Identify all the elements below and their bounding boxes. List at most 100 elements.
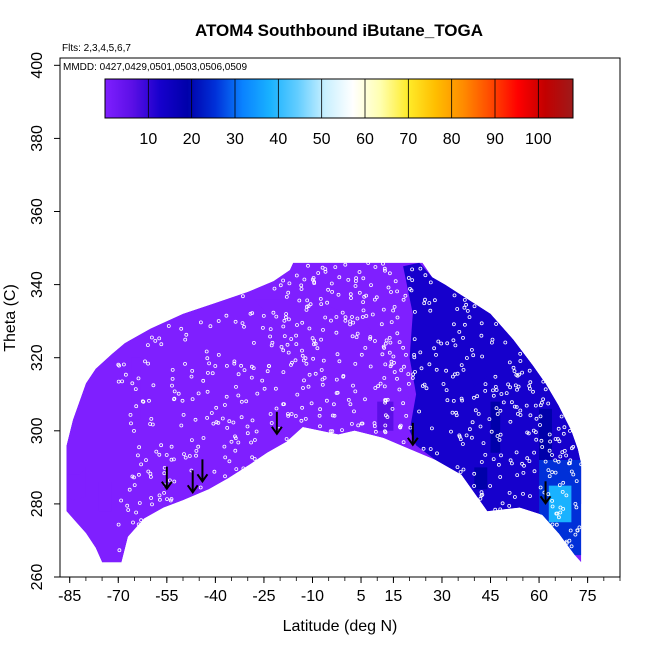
sample-marker: [117, 548, 122, 553]
sample-marker: [300, 405, 305, 410]
sample-marker: [387, 335, 392, 340]
sample-marker: [436, 339, 441, 344]
sample-marker: [236, 393, 241, 398]
sample-marker: [240, 321, 245, 326]
sample-marker: [369, 283, 373, 288]
sample-marker: [330, 413, 335, 418]
sample-marker: [568, 461, 572, 466]
sample-marker: [209, 411, 214, 415]
sample-marker: [287, 281, 292, 286]
sample-marker: [561, 506, 566, 511]
sample-marker: [157, 497, 162, 502]
sample-marker: [423, 273, 428, 278]
sample-marker: [268, 412, 273, 416]
sample-marker: [543, 459, 548, 464]
sample-marker: [533, 430, 538, 435]
sample-marker: [242, 368, 247, 373]
sample-marker: [493, 374, 498, 379]
sample-marker: [179, 423, 184, 428]
sample-marker: [507, 360, 512, 365]
sample-marker: [182, 452, 186, 457]
sample-marker: [432, 346, 437, 351]
sample-marker: [574, 479, 579, 484]
sample-marker: [318, 296, 323, 301]
sample-marker: [286, 317, 291, 322]
colorbar-tick-label: 80: [443, 131, 461, 148]
sample-marker: [233, 319, 238, 324]
sample-marker: [334, 330, 339, 335]
field-region-6: [403, 262, 582, 534]
sample-marker: [387, 350, 392, 355]
sample-marker: [343, 318, 348, 323]
sample-marker: [233, 448, 238, 453]
field-region-1: [66, 467, 86, 501]
sample-marker: [216, 352, 221, 357]
arrow-marker: [161, 466, 173, 491]
x-tick-label: 30: [433, 588, 451, 605]
sample-marker: [518, 408, 523, 413]
sample-marker: [282, 318, 287, 323]
sample-marker: [390, 406, 395, 411]
sample-marker: [208, 324, 213, 329]
sample-marker: [381, 261, 385, 266]
sample-marker: [326, 287, 331, 292]
sample-marker: [329, 318, 333, 323]
sample-marker: [261, 313, 266, 318]
sample-marker: [205, 370, 210, 375]
sample-marker: [444, 388, 449, 393]
sample-marker: [293, 358, 298, 363]
sample-marker: [227, 419, 232, 424]
sample-marker: [383, 268, 387, 273]
sample-marker: [494, 406, 499, 411]
sample-marker: [450, 410, 455, 415]
sample-marker: [328, 429, 333, 434]
sample-marker: [479, 321, 484, 326]
sample-marker: [357, 270, 362, 274]
sample-marker: [521, 491, 525, 496]
sample-marker: [172, 397, 176, 402]
sample-marker: [453, 343, 458, 348]
sample-marker: [410, 278, 415, 283]
sample-marker: [242, 324, 246, 329]
field-region-11: [539, 408, 552, 460]
sample-marker: [325, 300, 330, 305]
sample-marker: [196, 391, 201, 396]
sample-marker: [533, 403, 538, 408]
sample-marker: [352, 409, 356, 414]
sample-marker: [234, 467, 239, 472]
sample-marker: [441, 382, 446, 386]
sample-marker: [517, 372, 521, 377]
sample-marker: [569, 544, 574, 549]
sample-marker: [187, 454, 192, 458]
x-tick-label: -55: [155, 588, 178, 605]
sample-marker: [304, 361, 309, 366]
sample-marker: [532, 450, 536, 455]
sample-marker: [250, 455, 255, 460]
sample-marker: [479, 493, 484, 498]
sample-marker: [284, 294, 289, 299]
sample-marker: [125, 503, 130, 508]
sample-marker: [460, 398, 465, 403]
sample-marker: [464, 302, 469, 307]
sample-marker: [151, 383, 156, 388]
sample-marker: [419, 366, 424, 371]
sample-marker: [162, 490, 167, 495]
sample-marker: [527, 459, 532, 464]
sample-marker: [334, 315, 339, 319]
sample-marker: [214, 420, 219, 425]
sample-marker: [483, 388, 488, 393]
sample-marker: [337, 275, 342, 280]
sample-marker: [164, 453, 169, 457]
sample-marker: [354, 276, 359, 281]
sample-marker: [286, 413, 291, 418]
sample-marker: [531, 389, 535, 394]
sample-marker: [429, 426, 434, 431]
sample-marker: [166, 324, 171, 328]
sample-marker: [455, 465, 460, 470]
sample-marker: [149, 496, 154, 500]
sample-marker: [255, 391, 260, 396]
sample-marker: [404, 352, 408, 357]
sample-marker: [454, 410, 459, 415]
sample-marker: [150, 422, 155, 427]
sample-marker: [495, 434, 500, 438]
